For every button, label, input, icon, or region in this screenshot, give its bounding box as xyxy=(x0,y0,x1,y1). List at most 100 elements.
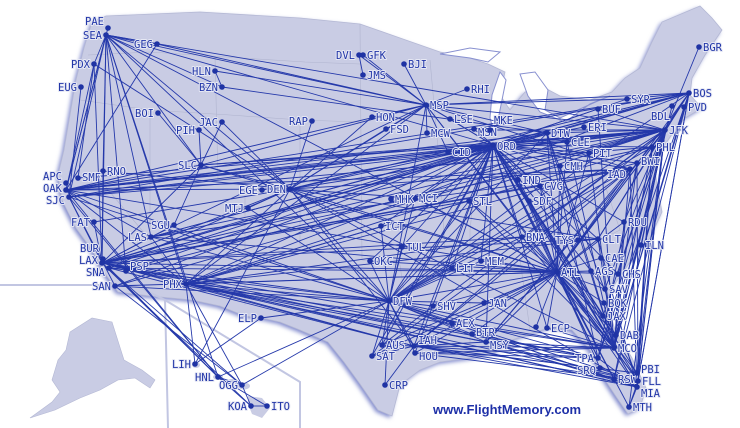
airport-dot[interactable] xyxy=(239,382,245,388)
airport-dot[interactable] xyxy=(386,298,392,304)
airport-dot[interactable] xyxy=(595,106,601,112)
airport-mem[interactable]: MEM xyxy=(478,255,505,269)
airport-dot[interactable] xyxy=(212,68,218,74)
airport-fsd[interactable]: FSD xyxy=(383,123,410,137)
airport-mia[interactable]: MIA xyxy=(634,384,662,401)
airport-okc[interactable]: OKC xyxy=(367,255,394,269)
airport-cmh[interactable]: CMH xyxy=(557,160,584,174)
airport-pdx[interactable]: PDX xyxy=(70,58,97,72)
airport-san[interactable]: SAN xyxy=(91,280,118,294)
airport-dot[interactable] xyxy=(626,404,632,410)
airport-ags[interactable]: AGS xyxy=(588,265,615,279)
airport-dot[interactable] xyxy=(487,127,493,133)
airport-dot[interactable] xyxy=(601,300,607,306)
airport-rhi[interactable]: RHI xyxy=(464,83,491,97)
airport-mtj[interactable]: MTJ xyxy=(224,202,251,216)
airport-psp[interactable]: PSP xyxy=(123,260,150,274)
airport-dot[interactable] xyxy=(183,281,189,287)
airport-sea[interactable]: SEA xyxy=(82,29,109,43)
airport-rap[interactable]: RAP xyxy=(288,115,315,129)
airport-dot[interactable] xyxy=(369,353,375,359)
airport-dot[interactable] xyxy=(635,378,641,384)
airport-msp[interactable]: MSP xyxy=(423,99,450,113)
airport-dot[interactable] xyxy=(681,104,687,110)
airport-dot[interactable] xyxy=(615,271,621,277)
airport-mcw[interactable]: MCW xyxy=(424,127,452,141)
airport-sjc[interactable]: SJC xyxy=(45,194,72,208)
airport-dot[interactable] xyxy=(466,198,472,204)
airport-dot[interactable] xyxy=(219,84,225,90)
airport-smf[interactable]: SMF xyxy=(75,171,102,185)
airport-sat[interactable]: SAT xyxy=(369,350,397,364)
airport-dot[interactable] xyxy=(575,237,581,243)
airport-cle[interactable]: CLE xyxy=(564,136,591,150)
airport-dot[interactable] xyxy=(78,84,84,90)
airport-dot[interactable] xyxy=(378,223,384,229)
airport-bqk[interactable]: BQK xyxy=(601,297,629,311)
airport-dot[interactable] xyxy=(309,118,315,124)
airport-fll[interactable]: FLL xyxy=(635,375,662,389)
airport-dot[interactable] xyxy=(588,268,594,274)
airport-cvg[interactable]: CVG xyxy=(537,180,564,194)
airport-dot[interactable] xyxy=(533,324,539,330)
airport-lit[interactable]: LIT xyxy=(449,262,477,276)
airport-dot[interactable] xyxy=(75,175,81,181)
airport-ito[interactable]: ITO xyxy=(264,400,291,414)
airport-msy[interactable]: MSY xyxy=(483,339,511,353)
airport-dot[interactable] xyxy=(103,32,109,38)
airport-dot[interactable] xyxy=(399,244,405,250)
airport-slc[interactable]: SLC xyxy=(177,159,204,173)
airport-dot[interactable] xyxy=(611,376,617,382)
airport-sav[interactable]: SAV xyxy=(602,283,630,297)
airport-mke[interactable]: MKE xyxy=(487,114,514,133)
airport-bos[interactable]: BOS xyxy=(686,87,713,101)
airport-mhk[interactable]: MHK xyxy=(388,193,416,207)
airport-rdu[interactable]: RDU xyxy=(621,216,648,230)
airport-dot[interactable] xyxy=(63,180,69,186)
airport-las[interactable]: LAS xyxy=(127,231,154,245)
airport-dot[interactable] xyxy=(412,195,418,201)
airport-dot[interactable] xyxy=(471,126,477,132)
airport-btr[interactable]: BTR xyxy=(469,326,497,340)
airport-dot[interactable] xyxy=(554,269,560,275)
airport-srq[interactable]: SRQ xyxy=(576,364,603,378)
airport-jfk[interactable]: JFK xyxy=(662,124,690,138)
airport-dot[interactable] xyxy=(91,219,97,225)
airport-dot[interactable] xyxy=(634,384,640,390)
airport-bzn[interactable]: BZN xyxy=(198,81,225,95)
airport-dot[interactable] xyxy=(686,90,692,96)
airport-dot[interactable] xyxy=(544,130,550,136)
airport-apc[interactable]: APC xyxy=(42,170,69,186)
airport-dot[interactable] xyxy=(449,265,455,271)
airport-dtw[interactable]: DTW xyxy=(544,127,572,141)
airport-dot[interactable] xyxy=(464,86,470,92)
airport-dot[interactable] xyxy=(515,177,521,183)
airport-dot[interactable] xyxy=(581,124,587,130)
airport-pit[interactable]: PIT xyxy=(586,147,614,161)
airport-mth[interactable]: MTH xyxy=(626,401,653,415)
airport-dot[interactable] xyxy=(215,374,221,380)
airport-sna[interactable]: SNA xyxy=(85,265,112,280)
airport-dot[interactable] xyxy=(91,61,97,67)
airport-dot[interactable] xyxy=(564,139,570,145)
airport-fat[interactable]: FAT xyxy=(70,216,97,230)
airport-dot[interactable] xyxy=(367,258,373,264)
airport-rno[interactable]: RNO xyxy=(100,165,127,179)
airport-dot[interactable] xyxy=(287,186,293,192)
airport-dot[interactable] xyxy=(412,350,418,356)
airport-dot[interactable] xyxy=(662,127,668,133)
airport-dot[interactable] xyxy=(154,41,160,47)
airport-dvl[interactable]: DVL xyxy=(335,49,362,63)
airport-rsw[interactable]: RSW xyxy=(611,373,639,387)
airport-dot[interactable] xyxy=(264,403,270,409)
airport-stl[interactable]: STL xyxy=(466,195,493,209)
airport-dot[interactable] xyxy=(526,198,532,204)
airport-oak[interactable]: OAK xyxy=(42,182,69,196)
airport-elp[interactable]: ELP xyxy=(237,312,264,326)
airport-dot[interactable] xyxy=(219,119,225,125)
airport-dot[interactable] xyxy=(613,332,619,338)
airport-dot[interactable] xyxy=(66,194,72,200)
airport-hln[interactable]: HLN xyxy=(191,65,218,79)
airport-dot[interactable] xyxy=(100,168,106,174)
airport-aex[interactable]: AEX xyxy=(449,317,477,331)
